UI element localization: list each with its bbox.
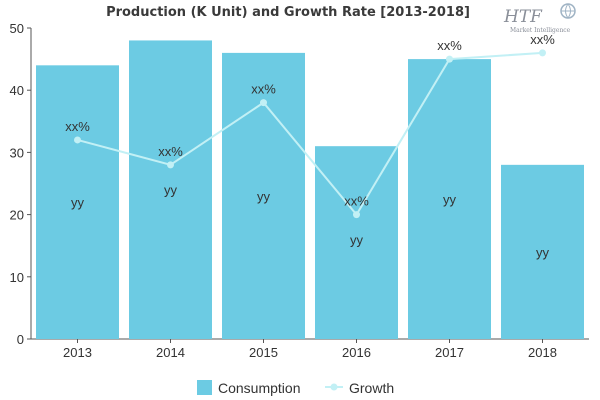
- growth-point: [167, 161, 174, 169]
- growth-data-label: xx%: [437, 38, 462, 53]
- x-tick-label: 2018: [528, 345, 557, 360]
- bar-data-label: yy: [257, 189, 271, 204]
- bar-consumption: [129, 40, 212, 339]
- globe-meridian: [561, 3, 575, 19]
- y-tick-label: 10: [10, 270, 24, 285]
- legend: Consumption Growth: [197, 380, 394, 396]
- legend-swatch-consumption: [197, 380, 212, 395]
- chart-title: Production (K Unit) and Growth Rate [201…: [106, 5, 470, 20]
- x-tick-label: 2013: [63, 345, 92, 360]
- x-tick-label: 2015: [249, 345, 278, 360]
- bar-data-label: yy: [443, 192, 457, 207]
- x-tick-label: 2014: [156, 345, 185, 360]
- bar-consumption: [36, 65, 119, 339]
- growth-line: [77, 51, 543, 217]
- bar-data-label: yy: [350, 232, 364, 247]
- growth-point: [539, 49, 546, 57]
- y-tick-label: 0: [17, 332, 24, 347]
- growth-data-label: xx%: [251, 82, 276, 97]
- y-tick-label: 50: [10, 21, 24, 36]
- bar-data-label: yy: [71, 195, 85, 210]
- bar-data-label: yy: [536, 245, 550, 260]
- growth-data-label: xx%: [344, 194, 369, 209]
- x-tick-label: 2016: [342, 345, 371, 360]
- bar-consumption: [501, 164, 584, 339]
- legend-label-growth: Growth: [349, 380, 394, 396]
- growth-data-label: xx%: [158, 144, 183, 159]
- x-tick-label: 2017: [435, 345, 464, 360]
- bar-consumption: [315, 146, 398, 339]
- y-tick-label: 30: [10, 145, 24, 160]
- logo: HTF Market Intelligence: [503, 3, 576, 34]
- y-tick-label: 20: [10, 208, 24, 223]
- y-tick-label: 40: [10, 83, 24, 98]
- growth-data-label: xx%: [65, 119, 90, 134]
- logo-subtitle: Market Intelligence: [510, 27, 571, 34]
- growth-data-label: xx%: [530, 32, 555, 47]
- growth-point: [353, 211, 360, 219]
- growth-point: [74, 136, 81, 144]
- growth-point: [446, 55, 453, 63]
- logo-text: HTF: [503, 7, 543, 27]
- plot-area: 0 10 20 30 40 50 2013 yy 2014 yy 2015 yy 2016 yy 2017 y…: [10, 21, 589, 360]
- legend-swatch-growth-marker: [330, 383, 338, 391]
- bar-data-label: yy: [164, 183, 178, 198]
- growth-point: [260, 99, 267, 107]
- legend-label-consumption: Consumption: [218, 380, 301, 396]
